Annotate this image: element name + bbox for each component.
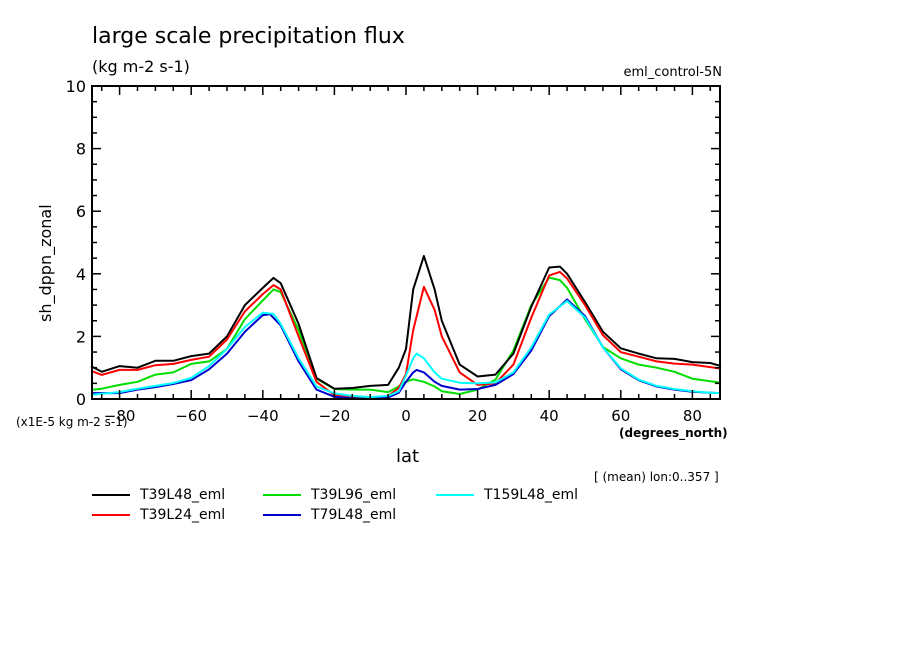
y-tick-label: 2	[76, 327, 86, 346]
legend-item-T159L48_eml: T159L48_eml	[436, 487, 579, 503]
x-tick-label: 80	[683, 407, 702, 425]
legend-label: T159L48_eml	[484, 487, 579, 503]
legend-swatch	[92, 494, 130, 496]
plot-frame	[91, 85, 721, 400]
y-scale-note: (x1E-5 kg m-2 s-1)	[16, 415, 128, 429]
y-tick-label: 4	[76, 265, 86, 284]
x-tick-label: 60	[611, 407, 630, 425]
chart-subtitle-units: (kg m-2 s-1)	[92, 57, 190, 76]
mean-annotation: [ (mean) lon:0..357 ]	[594, 470, 719, 484]
legend-swatch	[263, 514, 301, 516]
x-tick-label: 0	[401, 407, 411, 425]
run-label: eml_control-5N	[623, 65, 722, 80]
legend-label: T39L96_eml	[311, 487, 397, 503]
legend-swatch	[436, 494, 474, 496]
legend-swatch	[92, 514, 130, 516]
legend-label: T39L24_eml	[140, 507, 226, 523]
legend-label: T79L48_eml	[311, 507, 397, 523]
x-axis-units: (degrees_north)	[619, 426, 728, 440]
series-line-T159L48_eml	[90, 300, 722, 399]
legend-item-T39L96_eml: T39L96_eml	[263, 487, 397, 503]
series-line-T39L24_eml	[90, 270, 722, 400]
axes-layer: 0 2 4 6 8 10 −80 −60 −40 −20 0 20 40 60 80	[66, 77, 721, 425]
series-line-T39L48_eml	[90, 255, 722, 390]
x-axis-label: lat	[396, 446, 420, 467]
y-tick-label: 8	[76, 140, 86, 159]
x-tick-label: −80	[104, 407, 136, 425]
legend-item-T39L24_eml: T39L24_eml	[92, 507, 226, 523]
legend-swatch	[263, 494, 301, 496]
x-tick-label: −60	[175, 407, 207, 425]
x-tick-label: 40	[540, 407, 559, 425]
y-tick-label: 6	[76, 202, 86, 221]
x-tick-label: −20	[319, 407, 351, 425]
chart-title: large scale precipitation flux	[92, 24, 405, 49]
legend-item-T39L48_eml: T39L48_eml	[92, 487, 226, 503]
legend-label: T39L48_eml	[140, 487, 226, 503]
series-layer	[90, 255, 722, 400]
legend-item-T79L48_eml: T79L48_eml	[263, 507, 397, 523]
x-tick-label: −40	[247, 407, 279, 425]
x-tick-label: 20	[468, 407, 487, 425]
y-tick-label: 10	[66, 77, 86, 96]
series-line-T39L96_eml	[90, 276, 722, 395]
y-tick-label: 0	[76, 390, 86, 409]
